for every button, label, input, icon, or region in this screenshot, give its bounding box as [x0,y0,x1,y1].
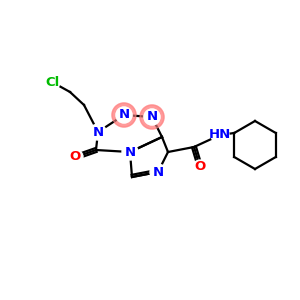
Circle shape [144,109,160,125]
Text: O: O [194,160,206,173]
Text: HN: HN [209,128,231,142]
Circle shape [140,105,164,129]
Circle shape [193,160,207,174]
Circle shape [112,103,136,127]
Text: Cl: Cl [45,76,59,88]
Text: O: O [69,151,81,164]
Text: N: N [146,110,158,124]
Circle shape [69,150,83,164]
Circle shape [122,144,138,160]
Circle shape [90,124,106,140]
Text: N: N [92,125,104,139]
Text: N: N [118,109,130,122]
Text: N: N [152,166,164,178]
Circle shape [150,164,166,180]
Text: N: N [124,146,136,158]
Circle shape [116,107,132,123]
Circle shape [140,105,164,129]
Circle shape [116,107,132,123]
Circle shape [144,109,160,125]
Circle shape [44,74,60,90]
Circle shape [112,103,136,127]
Circle shape [211,126,229,144]
